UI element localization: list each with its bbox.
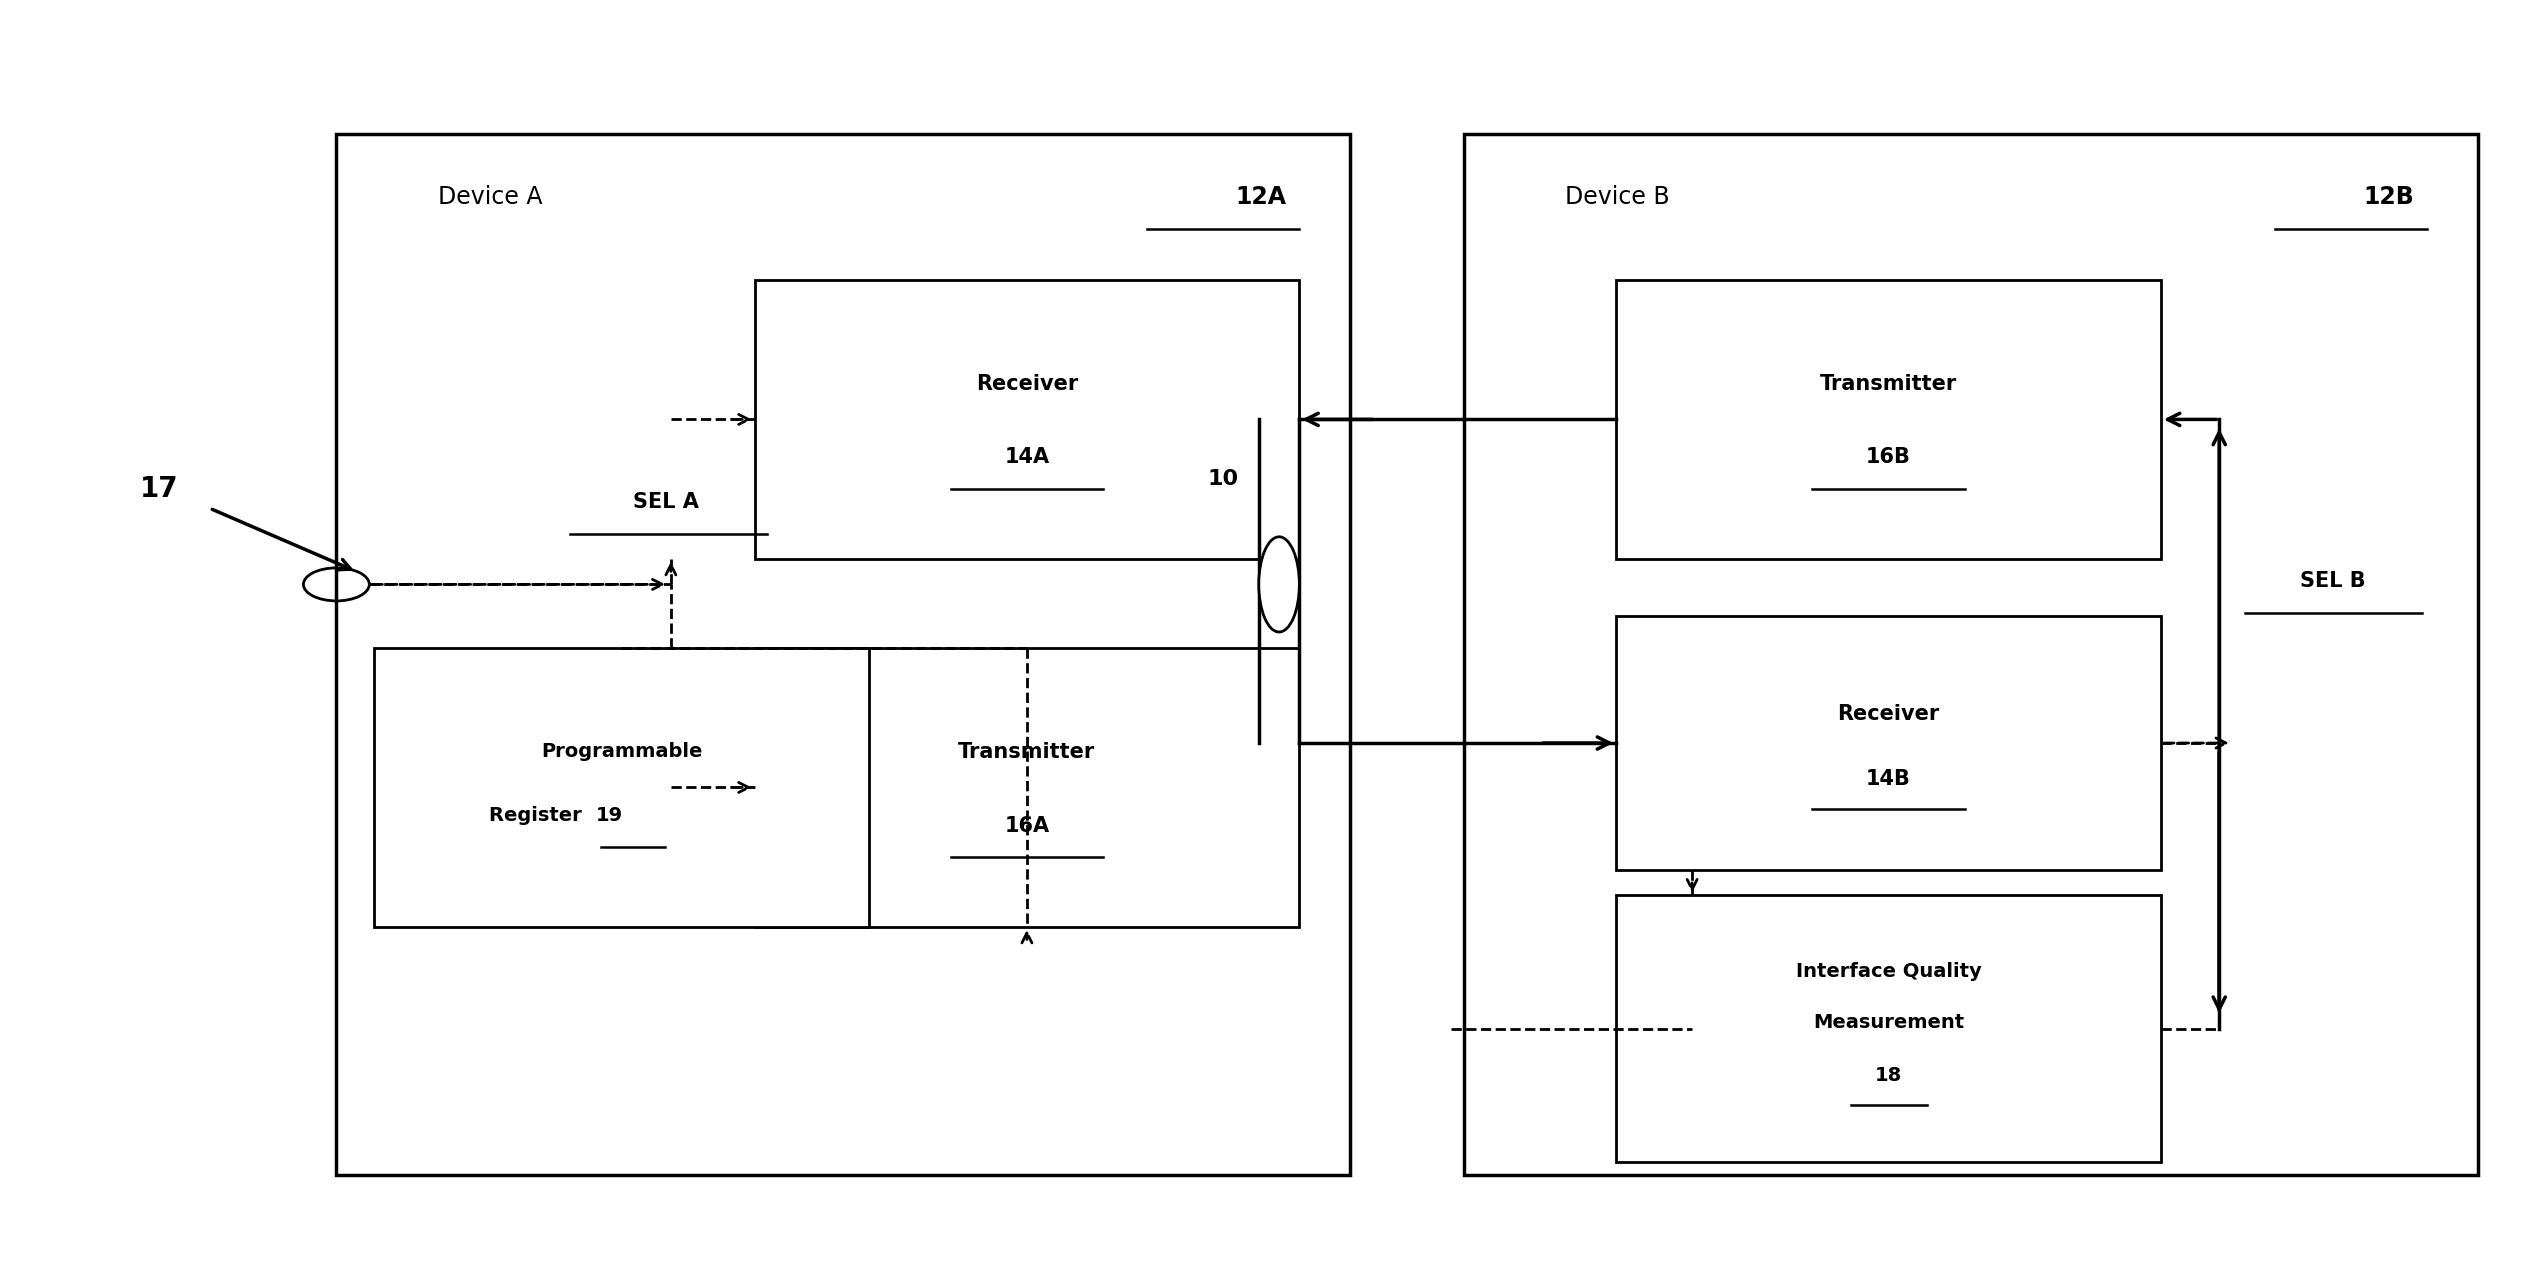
FancyBboxPatch shape <box>754 648 1299 928</box>
Text: Interface Quality: Interface Quality <box>1796 962 1982 981</box>
Text: 16A: 16A <box>1004 816 1050 835</box>
Text: SEL A: SEL A <box>632 491 698 512</box>
FancyBboxPatch shape <box>1615 896 2161 1162</box>
Text: Transmitter: Transmitter <box>958 742 1096 762</box>
Text: 14A: 14A <box>1004 448 1050 467</box>
Text: 12B: 12B <box>2365 185 2416 209</box>
FancyBboxPatch shape <box>754 280 1299 559</box>
FancyBboxPatch shape <box>1615 280 2161 559</box>
Text: 18: 18 <box>1875 1066 1903 1085</box>
Text: Device B: Device B <box>1564 185 1669 209</box>
Text: Register: Register <box>489 806 589 825</box>
Text: Programmable: Programmable <box>540 743 703 761</box>
FancyBboxPatch shape <box>375 648 869 928</box>
Text: SEL B: SEL B <box>2301 571 2367 591</box>
Text: 10: 10 <box>1208 470 1238 489</box>
Text: Measurement: Measurement <box>1814 1012 1965 1032</box>
Text: Transmitter: Transmitter <box>1819 373 1957 394</box>
Text: Device A: Device A <box>438 185 543 209</box>
Text: 16B: 16B <box>1865 448 1911 467</box>
FancyBboxPatch shape <box>1615 616 2161 870</box>
Text: Receiver: Receiver <box>976 373 1078 394</box>
Text: 12A: 12A <box>1236 185 1287 209</box>
Text: 17: 17 <box>140 475 178 503</box>
Text: 19: 19 <box>596 806 624 825</box>
FancyBboxPatch shape <box>1465 133 2477 1174</box>
Ellipse shape <box>1259 536 1299 633</box>
Text: 14B: 14B <box>1865 769 1911 789</box>
FancyBboxPatch shape <box>336 133 1350 1174</box>
Text: Receiver: Receiver <box>1837 704 1939 724</box>
